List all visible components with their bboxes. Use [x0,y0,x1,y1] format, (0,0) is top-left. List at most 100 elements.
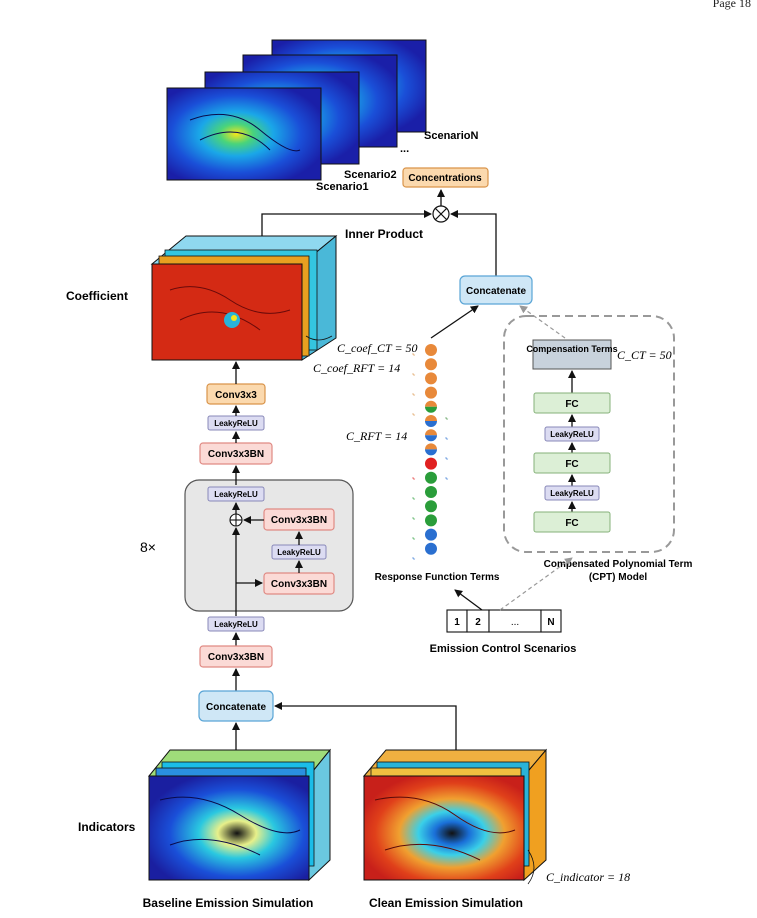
leakyrelu-block-top-node [207,486,265,502]
cpt-leakyrelu-2-label: LeakyReLU [550,489,594,498]
leakyrelu-1-label: LeakyReLU [214,419,258,428]
rft-dot [425,358,437,371]
emission-label: Emission Control Scenarios [430,643,577,655]
concatenate-bottom-label: Concatenate [206,702,266,713]
rft-dot [425,344,437,356]
rft-dot-top [425,415,437,421]
block-conv3x3bn-b-label: Conv3x3BN [271,579,327,590]
rft-dot [425,486,437,498]
cpt-label-line1: Compensated Polynomial Term [544,559,693,570]
svg-text:ε: ε [444,415,451,421]
rft-dot-bottom [425,449,437,456]
rft-annotations: ε ε ε ε ε ε ε ε ε ε ε ε ε [411,351,451,561]
ct-equation: C_CT = 50 [617,348,672,362]
fc-3-node [533,511,611,533]
inner-product-node: Inner Product [345,189,450,241]
leakyrelu-2-label: LeakyReLU [214,620,258,629]
scenario-1-label: Scenario1 [316,181,369,193]
scenario-stack: ScenarioN ... Scenario2 Scenario1 [166,39,478,193]
fc-1-label: FC [565,399,578,410]
cpt-label-line2: (CPT) Model [589,572,648,583]
svg-text:ε: ε [411,351,418,357]
svg-text:ε: ε [444,455,451,461]
rft-to-concat-arrow [430,305,479,339]
svg-text:ε: ε [411,391,418,397]
coef-ct-equation: C_coef_CT = 50 [337,341,418,355]
rft-dot [425,386,437,399]
cpt-model: Compensation Terms C_CT = 50 FC LeakyReL… [503,315,693,583]
compensation-terms-node [532,339,612,370]
indicators-label: Indicators [78,820,136,834]
svg-text:ε: ε [411,371,418,377]
concat-to-product-arrow [450,210,497,276]
coefficient-label: Coefficient [66,289,128,303]
clean-cube: Clean Emission Simulation [362,748,548,910]
cpt-leakyrelu-2-node [544,485,600,501]
cpt-leakyrelu-1-node [544,426,600,442]
rft-equation: C_RFT = 14 [346,429,407,443]
emission-control-scenarios: 1 2 ... N Emission Control Scenarios [430,557,577,655]
concentrations-label: Concentrations [408,173,482,184]
page-number: Page 18 [712,0,751,10]
conv3x3bn-2-node [199,645,273,668]
clean-label: Clean Emission Simulation [369,896,523,910]
scenario-2-label: Scenario2 [344,169,397,181]
cnn-pipeline: Conv3x3 LeakyReLU Conv3x3BN 8× LeakyReLU… [140,361,457,750]
rft-dot [425,457,437,470]
emission-cell-ellipsis: ... [511,617,519,628]
scenario-n-label: ScenarioN [424,130,478,142]
rft-dot-top [425,429,437,436]
concatenate-bottom-node [198,690,274,722]
emission-cell-2: 2 [475,617,481,628]
baseline-cube: Indicators Baseline Emission Simulation [78,748,332,910]
rft-dot [425,471,437,484]
baseline-label: Baseline Emission Simulation [143,896,314,910]
rft-dot-bottom [425,435,437,442]
conv3x3-label: Conv3x3 [215,390,257,401]
fc-1-node [533,392,611,414]
inner-product-label: Inner Product [345,227,423,241]
rft-label: Response Function Terms [375,572,500,583]
rft-dots [425,344,437,555]
rft-dot-top [425,400,437,407]
leakyrelu-2-node [207,616,265,632]
rft-dot [425,528,437,541]
emission-cell-n: N [547,617,554,628]
fc-3-label: FC [565,518,578,529]
rft-dot-top [425,443,437,450]
rft-dot [425,500,437,513]
svg-text:ε: ε [411,515,418,521]
rft-dot [425,514,437,527]
coef-rft-equation: C_coef_RFT = 14 [313,361,400,375]
compensation-terms-label: Compensation Terms [526,344,617,354]
leakyrelu-block-top-label: LeakyReLU [214,490,258,499]
svg-text:ε: ε [411,495,418,501]
block-conv3x3bn-a-label: Conv3x3BN [271,515,327,526]
svg-text:ε: ε [411,555,418,561]
cpt-to-concat-arrow [519,305,566,339]
svg-text:ε: ε [411,535,418,541]
svg-text:ε: ε [444,435,451,441]
fc-2-label: FC [565,459,578,470]
cpt-leakyrelu-1-label: LeakyReLU [550,430,594,439]
emission-cell-1: 1 [454,617,460,628]
repeat-label: 8× [140,539,156,555]
concatenate-top-label: Concatenate [466,286,526,297]
rft-dot [425,542,437,555]
rft-dot-bottom [425,406,437,413]
coefficient-cube: Coefficient [66,234,338,361]
svg-text:ε: ε [444,475,451,481]
fc-2-node [533,452,611,474]
svg-text:ε: ε [411,475,418,481]
conv3x3bn-2-label: Conv3x3BN [208,652,264,663]
rft-dot [425,372,437,385]
block-leakyrelu-label: LeakyReLU [277,548,321,557]
concentrations-node: Concentrations [402,167,489,188]
rft-dot-bottom [425,421,437,427]
svg-text:ε: ε [411,411,418,417]
scenario-ellipsis: ... [400,143,409,155]
conv3x3bn-1-label: Conv3x3BN [208,449,264,460]
indicator-equation: C_indicator = 18 [546,870,630,884]
concatenate-top-node: Concatenate [459,275,533,305]
